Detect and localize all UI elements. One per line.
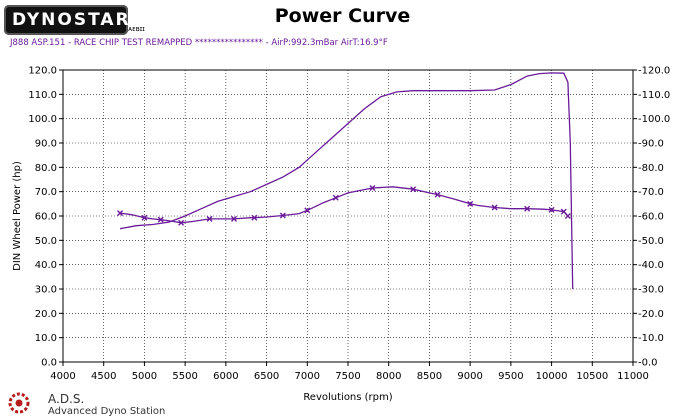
- y-tick-label: 0.0: [41, 358, 57, 369]
- y-tick-label-right: -90.0: [638, 139, 664, 150]
- series-point-marker: [332, 194, 339, 201]
- series-point-marker: [467, 200, 474, 207]
- ads-logo-icon: [8, 392, 30, 414]
- y-tick-label: 120.0: [28, 66, 57, 77]
- x-tick-label: 10000: [536, 371, 568, 382]
- footer-brand: A.D.S.: [48, 392, 85, 406]
- y-tick-label-right: -30.0: [638, 285, 664, 296]
- x-tick-label: 7000: [295, 371, 320, 382]
- series-point-marker: [524, 205, 531, 212]
- y-tick-label-right: -80.0: [638, 163, 664, 174]
- y-tick-label-right: -100.0: [638, 114, 670, 125]
- y-tick-label-right: -50.0: [638, 236, 664, 247]
- logo-tail: ᴀᴇʙɪɪ: [128, 25, 145, 33]
- y-tick-label: 10.0: [35, 333, 57, 344]
- y-tick-label-right: -10.0: [638, 333, 664, 344]
- y-tick-label: 20.0: [35, 309, 57, 320]
- y-tick-label-right: -40.0: [638, 260, 664, 271]
- x-tick-label: 4000: [50, 371, 75, 382]
- x-tick-label: 9500: [498, 371, 523, 382]
- series-point-marker: [178, 219, 185, 226]
- y-tick-label-right: -70.0: [638, 187, 664, 198]
- series-point-marker: [279, 212, 286, 219]
- y-tick-label-right: -20.0: [638, 309, 664, 320]
- y-tick-label: 70.0: [35, 187, 57, 198]
- dynostar-logo: DYNOSTAR: [4, 5, 131, 35]
- series-point-marker: [231, 215, 237, 222]
- series-point-marker: [117, 210, 123, 217]
- x-axis-label: Revolutions (rpm): [303, 392, 392, 403]
- series-point-marker: [434, 191, 441, 198]
- x-tick-label: 9000: [457, 371, 482, 382]
- series-line-1: [119, 72, 574, 290]
- y-tick-label: 30.0: [35, 285, 57, 296]
- logo-text: DYNOSTAR: [12, 10, 131, 30]
- x-tick-label: 11000: [617, 371, 649, 382]
- y-tick-label: 40.0: [35, 260, 57, 271]
- chart-title: Power Curve: [274, 5, 411, 27]
- x-tick-label: 6000: [213, 371, 238, 382]
- x-tick-label: 7500: [335, 371, 360, 382]
- series-point-marker: [157, 216, 164, 223]
- y-tick-label-right: -0.0: [638, 358, 658, 369]
- y-tick-label-right: -120.0: [638, 66, 670, 77]
- y-tick-label: 100.0: [28, 114, 57, 125]
- chart-subtitle: J888 ASP.151 - RACE CHIP TEST REMAPPED *…: [10, 38, 388, 48]
- x-tick-label: 8000: [376, 371, 401, 382]
- series-point-marker: [564, 213, 571, 219]
- x-tick-label: 10500: [576, 371, 608, 382]
- series-point-marker: [369, 185, 376, 192]
- series-point-marker: [410, 186, 417, 193]
- y-tick-label: 80.0: [35, 163, 57, 174]
- series-point-marker: [206, 215, 213, 222]
- y-tick-label: 90.0: [35, 139, 57, 150]
- y-axis-label: DIN Wheel Power (hp): [12, 161, 23, 271]
- y-tick-label: 110.0: [28, 90, 57, 101]
- series-point-marker: [141, 214, 148, 221]
- grid-lines: [63, 70, 633, 362]
- series-layer: [117, 72, 574, 290]
- series-point-marker: [251, 214, 258, 221]
- series-line-2: [119, 186, 569, 224]
- footer-tagline: Advanced Dyno Station: [48, 406, 166, 417]
- x-tick-label: 6500: [254, 371, 279, 382]
- y-tick-label: 60.0: [35, 212, 57, 223]
- x-tick-label: 5000: [132, 371, 157, 382]
- y-tick-label-right: -110.0: [638, 90, 670, 101]
- series-point-marker: [560, 208, 567, 215]
- series-point-marker: [491, 204, 498, 211]
- y-tick-label: 50.0: [35, 236, 57, 247]
- x-tick-label: 4500: [91, 371, 116, 382]
- x-tick-label: 8500: [417, 371, 442, 382]
- series-point-marker: [304, 207, 311, 214]
- axis-ticks: 4000 4500 5000 5500 6000 6500 7000 7500 8000 8500…: [28, 66, 670, 383]
- series-point-marker: [548, 206, 555, 213]
- x-tick-label: 5500: [172, 371, 197, 382]
- y-tick-label-right: -60.0: [638, 212, 664, 223]
